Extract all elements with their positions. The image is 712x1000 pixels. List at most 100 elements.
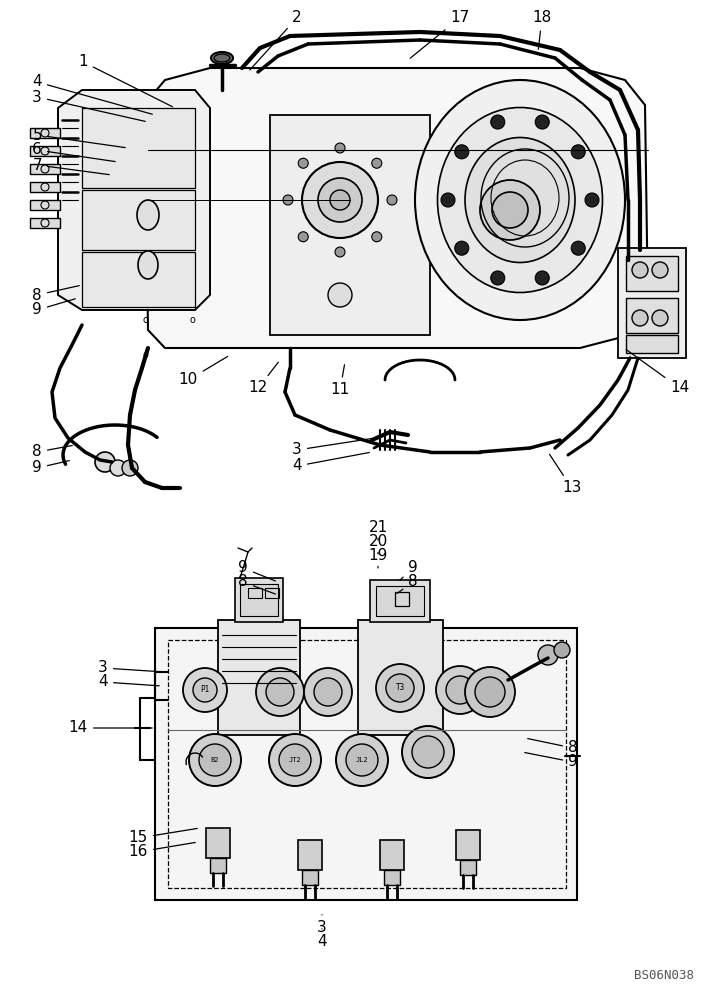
Circle shape — [402, 726, 454, 778]
Text: 9: 9 — [525, 753, 577, 770]
Bar — [235, 578, 283, 622]
Circle shape — [346, 744, 378, 776]
Text: 12: 12 — [248, 362, 278, 395]
Polygon shape — [58, 90, 210, 310]
Bar — [248, 588, 262, 598]
Bar — [370, 580, 430, 622]
Text: o: o — [142, 315, 148, 325]
Circle shape — [269, 734, 321, 786]
Circle shape — [189, 734, 241, 786]
Circle shape — [571, 145, 585, 159]
Bar — [460, 860, 476, 875]
Bar — [30, 200, 60, 210]
Text: 14: 14 — [627, 350, 689, 395]
Ellipse shape — [465, 667, 515, 717]
Text: T3: T3 — [395, 684, 404, 692]
Text: 3: 3 — [317, 915, 327, 936]
Circle shape — [330, 190, 350, 210]
Circle shape — [372, 232, 382, 242]
Text: 9: 9 — [239, 560, 276, 581]
Bar — [270, 115, 430, 335]
Circle shape — [279, 744, 311, 776]
Bar — [30, 164, 60, 174]
Text: 4: 4 — [98, 674, 159, 690]
Circle shape — [632, 310, 648, 326]
Bar — [265, 588, 279, 598]
Text: 9: 9 — [32, 460, 69, 476]
Circle shape — [455, 241, 468, 255]
Text: 5: 5 — [32, 127, 125, 148]
Circle shape — [446, 676, 474, 704]
Text: 20: 20 — [368, 534, 387, 554]
Circle shape — [554, 642, 570, 658]
Text: 15: 15 — [129, 828, 197, 846]
Text: 21: 21 — [368, 520, 387, 540]
Bar — [218, 620, 300, 735]
Bar — [395, 592, 409, 606]
Bar — [380, 840, 404, 870]
Text: 7: 7 — [32, 157, 109, 175]
Circle shape — [492, 192, 528, 228]
Circle shape — [455, 145, 468, 159]
Ellipse shape — [415, 80, 625, 320]
Circle shape — [387, 195, 397, 205]
Bar — [168, 640, 566, 888]
Text: B2: B2 — [211, 757, 219, 763]
Circle shape — [585, 193, 599, 207]
Bar — [302, 870, 318, 885]
Bar — [30, 146, 60, 156]
Circle shape — [256, 668, 304, 716]
Bar — [376, 586, 424, 616]
Bar — [30, 218, 60, 228]
Ellipse shape — [475, 677, 505, 707]
Text: 1: 1 — [78, 54, 172, 107]
Text: 10: 10 — [179, 356, 228, 387]
Ellipse shape — [465, 137, 575, 262]
Text: 18: 18 — [533, 10, 552, 49]
Text: 4: 4 — [32, 75, 152, 114]
Circle shape — [632, 262, 648, 278]
Circle shape — [535, 115, 549, 129]
Circle shape — [318, 178, 362, 222]
Circle shape — [193, 678, 217, 702]
Circle shape — [335, 247, 345, 257]
Text: 4: 4 — [293, 453, 370, 474]
Circle shape — [491, 115, 505, 129]
Ellipse shape — [138, 251, 158, 279]
Bar — [210, 858, 226, 873]
Circle shape — [480, 180, 540, 240]
Circle shape — [652, 262, 668, 278]
Bar — [82, 108, 195, 188]
Text: 19: 19 — [368, 548, 388, 568]
Circle shape — [266, 678, 294, 706]
Bar — [626, 298, 678, 333]
Circle shape — [386, 674, 414, 702]
Bar — [30, 128, 60, 138]
Text: 9: 9 — [32, 299, 75, 318]
Bar — [206, 828, 230, 858]
Text: 4: 4 — [317, 929, 327, 950]
Bar — [30, 182, 60, 192]
Text: 16: 16 — [129, 842, 195, 859]
Text: 3: 3 — [292, 438, 372, 458]
Polygon shape — [145, 68, 648, 348]
Circle shape — [95, 452, 115, 472]
Circle shape — [491, 271, 505, 285]
Text: 13: 13 — [550, 454, 582, 495]
Bar — [456, 830, 480, 860]
Text: o: o — [189, 315, 195, 325]
Circle shape — [571, 241, 585, 255]
Circle shape — [441, 193, 455, 207]
Text: 2: 2 — [250, 10, 302, 70]
Circle shape — [314, 678, 342, 706]
Text: P1: P1 — [200, 686, 209, 694]
Circle shape — [376, 664, 424, 712]
Circle shape — [302, 162, 378, 238]
Bar — [358, 620, 443, 735]
Circle shape — [298, 232, 308, 242]
Bar — [626, 256, 678, 291]
Circle shape — [335, 143, 345, 153]
Ellipse shape — [214, 54, 230, 62]
Circle shape — [336, 734, 388, 786]
Text: 8: 8 — [239, 574, 276, 594]
